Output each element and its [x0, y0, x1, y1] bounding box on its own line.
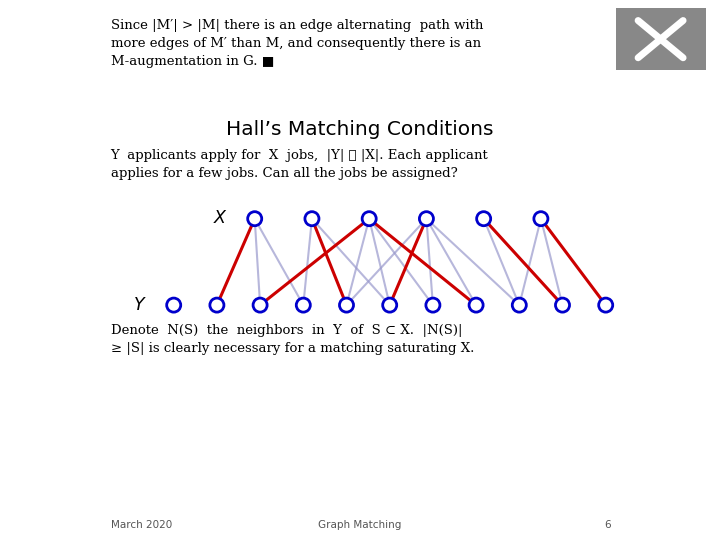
Text: 6: 6 [605, 520, 611, 530]
Circle shape [426, 298, 440, 312]
Text: Since |M′| > |M| there is an edge alternating  path with
more edges of M′ than M: Since |M′| > |M| there is an edge altern… [111, 19, 483, 68]
Text: Y  applicants apply for  X  jobs,  |Y| ≫ |X|. Each applicant
applies for a few j: Y applicants apply for X jobs, |Y| ≫ |X|… [111, 148, 488, 179]
Circle shape [556, 298, 570, 312]
Text: Denote  N(S)  the  neighbors  in  Y  of  S ⊂ X.  |N(S)|
≥ |S| is clearly necessa: Denote N(S) the neighbors in Y of S ⊂ X.… [111, 324, 474, 355]
Circle shape [362, 212, 377, 226]
Circle shape [340, 298, 354, 312]
Text: Graph Matching: Graph Matching [318, 520, 402, 530]
Text: $X$: $X$ [212, 210, 228, 227]
Text: Hall’s Matching Conditions: Hall’s Matching Conditions [226, 120, 494, 139]
Circle shape [305, 212, 319, 226]
Circle shape [297, 298, 310, 312]
Circle shape [513, 298, 526, 312]
Circle shape [419, 212, 433, 226]
Circle shape [534, 212, 548, 226]
Circle shape [383, 298, 397, 312]
Circle shape [477, 212, 491, 226]
Text: $Y$: $Y$ [133, 296, 147, 314]
Circle shape [599, 298, 613, 312]
Circle shape [166, 298, 181, 312]
Text: March 2020: March 2020 [111, 520, 172, 530]
Circle shape [253, 298, 267, 312]
Circle shape [469, 298, 483, 312]
Circle shape [248, 212, 262, 226]
Circle shape [210, 298, 224, 312]
